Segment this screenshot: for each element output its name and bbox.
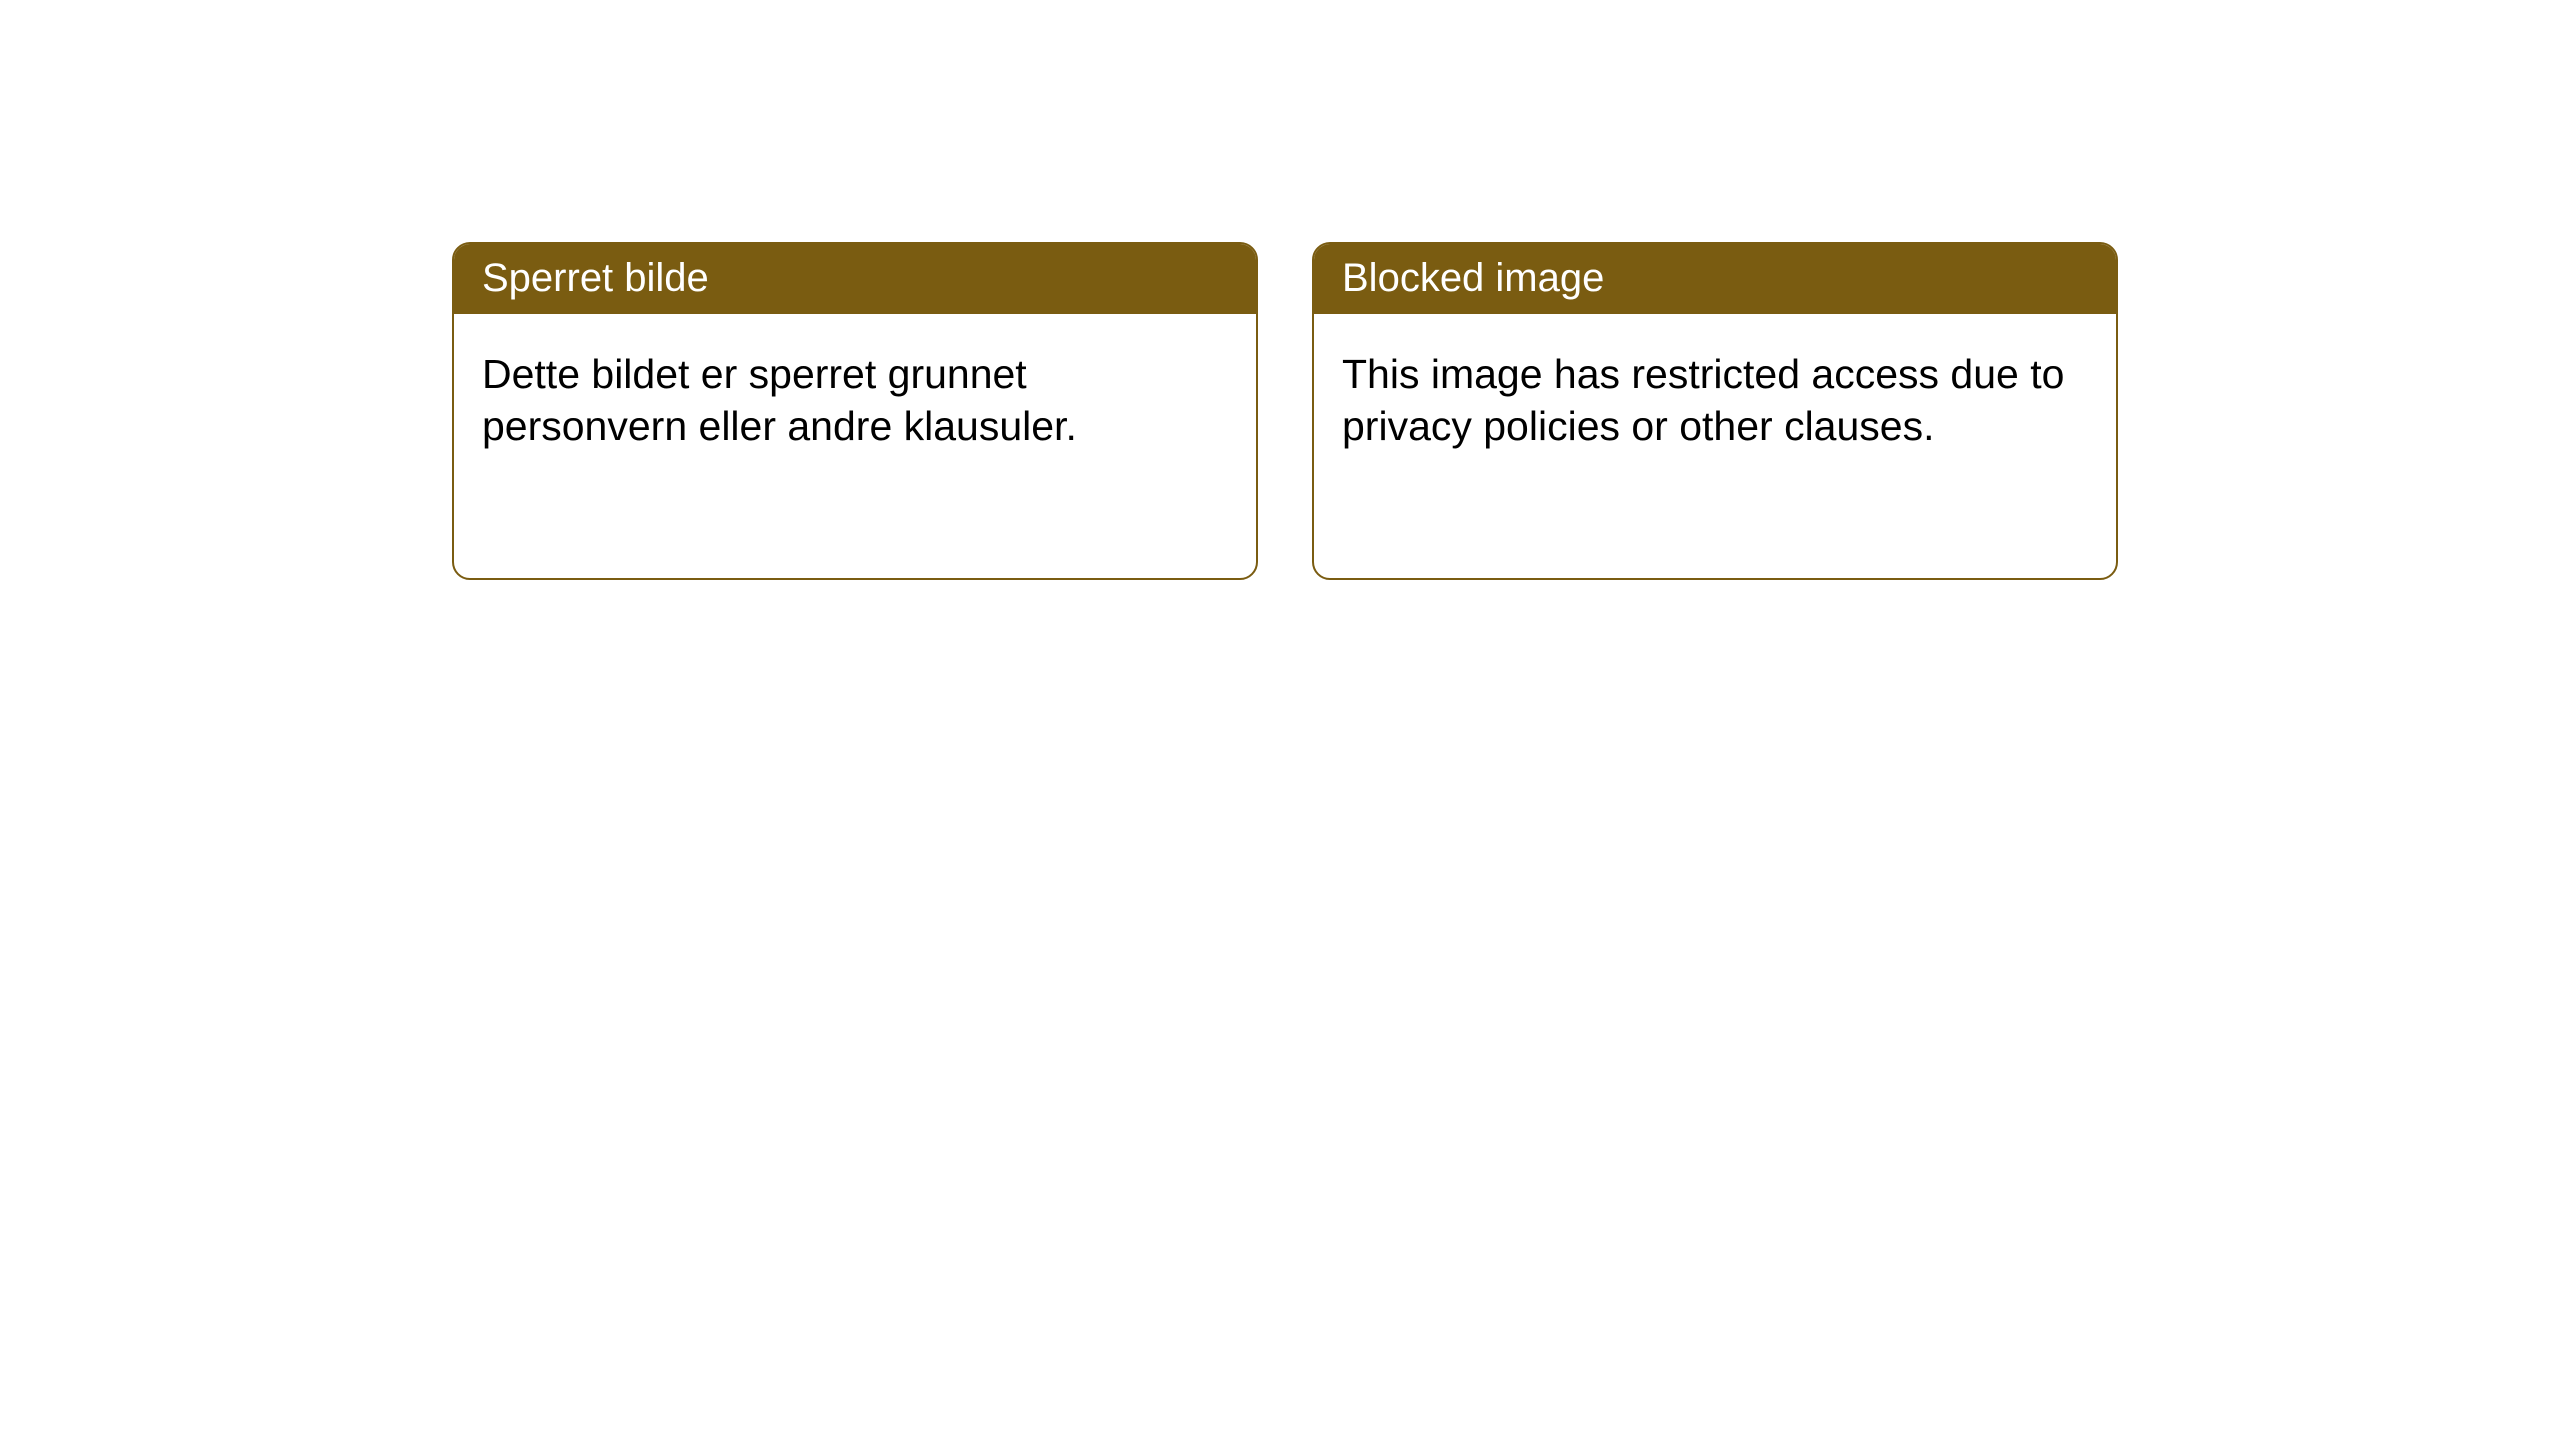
notice-card-english: Blocked image This image has restricted …	[1312, 242, 2118, 580]
notice-card-body-english: This image has restricted access due to …	[1314, 314, 2116, 487]
notice-cards-container: Sperret bilde Dette bildet er sperret gr…	[452, 242, 2118, 580]
notice-card-header-english: Blocked image	[1314, 244, 2116, 314]
notice-card-body-norwegian: Dette bildet er sperret grunnet personve…	[454, 314, 1256, 487]
notice-card-header-norwegian: Sperret bilde	[454, 244, 1256, 314]
notice-card-norwegian: Sperret bilde Dette bildet er sperret gr…	[452, 242, 1258, 580]
